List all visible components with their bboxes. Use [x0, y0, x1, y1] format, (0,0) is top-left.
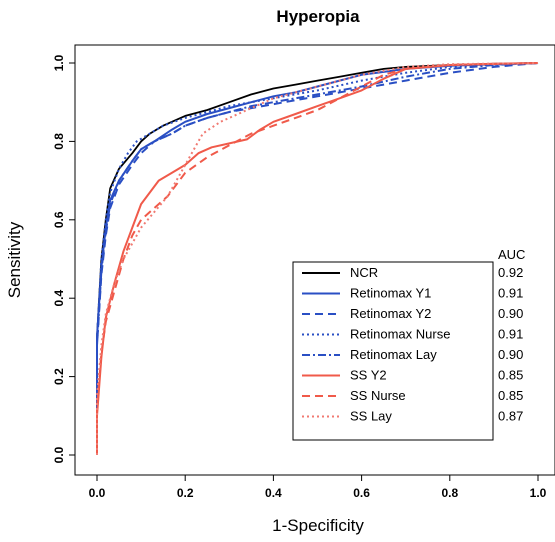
roc-line-retinomax-lay: [96, 62, 539, 455]
legend-label: SS Nurse: [350, 388, 406, 403]
plot-frame: [74, 44, 555, 476]
x-tick-label: 0.8: [441, 486, 458, 500]
roc-line-ss-lay: [96, 62, 539, 455]
legend-label: Retinomax Y1: [350, 286, 431, 301]
legend-auc-value: 0.91: [498, 286, 523, 301]
legend-auc-value: 0.92: [498, 265, 523, 280]
plot-area: [74, 44, 555, 476]
y-axis: 0.0 0.2 0.4 0.6 0.8 1.0: [52, 54, 75, 463]
y-tick-label: 0.6: [52, 211, 66, 228]
legend-label: NCR: [350, 265, 378, 280]
legend-label: SS Lay: [350, 409, 392, 424]
x-axis: 0.0 0.2 0.4 0.6 0.8 1.0: [89, 475, 547, 500]
auc-header: AUC: [498, 247, 525, 262]
legend: AUC NCR 0.92 Retinomax Y1 0.91 Retinomax Y2 0.…: [292, 247, 525, 441]
legend-box: [292, 261, 494, 441]
y-axis-label: Sensitivity: [5, 221, 24, 298]
x-tick-label: 0.6: [353, 486, 370, 500]
legend-auc-value: 0.85: [498, 388, 523, 403]
x-tick-label: 1.0: [530, 486, 547, 500]
y-tick-label: 0.0: [52, 446, 66, 463]
legend-label: Retinomax Lay: [350, 347, 437, 362]
y-tick-label: 0.2: [52, 368, 66, 385]
legend-auc-value: 0.90: [498, 347, 523, 362]
roc-line-ss-nurse: [96, 62, 539, 455]
legend-label: SS Y2: [350, 368, 387, 383]
y-tick-label: 0.8: [52, 133, 66, 150]
legend-auc-value: 0.90: [498, 306, 523, 321]
y-tick-label: 0.4: [52, 290, 66, 307]
chart-title: Hyperopia: [276, 7, 360, 26]
legend-label: Retinomax Nurse: [350, 327, 450, 342]
legend-auc-value: 0.91: [498, 327, 523, 342]
x-tick-label: 0.4: [265, 486, 282, 500]
x-tick-label: 0.0: [89, 486, 106, 500]
legend-label: Retinomax Y2: [350, 306, 431, 321]
x-axis-label: 1-Specificity: [272, 516, 364, 535]
x-tick-label: 0.2: [177, 486, 194, 500]
legend-auc-value: 0.85: [498, 368, 523, 383]
legend-auc-value: 0.87: [498, 409, 523, 424]
y-tick-label: 1.0: [52, 54, 66, 71]
